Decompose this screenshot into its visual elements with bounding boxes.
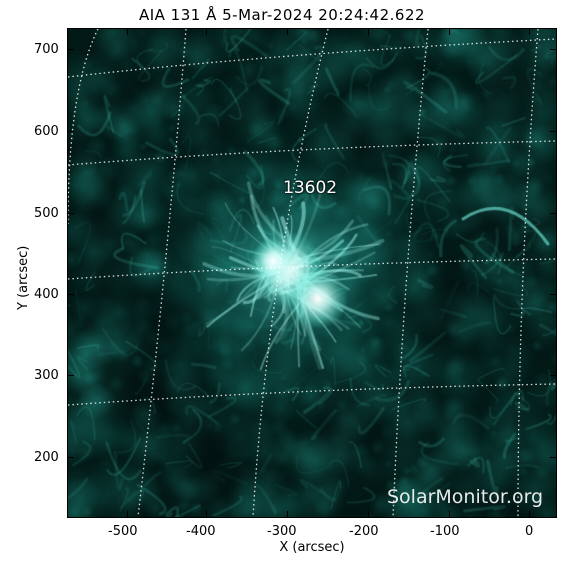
grid-longitude-line <box>137 29 187 517</box>
y-tick-mark <box>550 457 557 458</box>
grid-longitude-line <box>392 29 429 517</box>
y-tick-mark <box>550 131 557 132</box>
active-region-label: 13602 <box>283 178 338 198</box>
grid-longitude-line <box>517 29 539 517</box>
y-tick-mark <box>550 294 557 295</box>
x-tick-mark <box>127 28 128 35</box>
x-tick-mark <box>287 511 288 518</box>
y-tick-label: 500 <box>34 206 59 221</box>
x-tick-mark <box>529 511 530 518</box>
grid-longitude-line <box>68 29 99 225</box>
y-tick-mark <box>550 49 557 50</box>
y-tick-label: 200 <box>34 450 59 465</box>
x-tick-mark <box>449 511 450 518</box>
x-tick-label: -200 <box>349 524 379 539</box>
y-tick-mark <box>67 294 74 295</box>
plot-title: AIA 131 Å 5-Mar-2024 20:24:42.622 <box>138 6 426 24</box>
y-tick-label: 300 <box>34 368 59 383</box>
x-tick-label: -100 <box>430 524 460 539</box>
x-tick-mark <box>206 28 207 35</box>
solar-euv-image <box>68 29 556 517</box>
x-tick-mark <box>127 511 128 518</box>
y-tick-mark <box>67 49 74 50</box>
y-tick-label: 400 <box>34 287 59 302</box>
y-tick-mark <box>550 375 557 376</box>
x-tick-mark <box>449 28 450 35</box>
y-axis-label: Y (arcsec) <box>16 245 31 310</box>
y-tick-label: 600 <box>34 124 59 139</box>
y-tick-mark <box>550 213 557 214</box>
y-tick-mark <box>67 213 74 214</box>
grid-latitude-line <box>68 140 556 166</box>
x-tick-label: -400 <box>186 524 216 539</box>
grid-latitude-line <box>68 383 556 406</box>
heliographic-grid <box>68 29 556 517</box>
x-tick-mark <box>287 28 288 35</box>
y-tick-mark <box>67 375 74 376</box>
solar-image-frame <box>67 28 557 518</box>
x-tick-mark <box>206 511 207 518</box>
x-tick-mark <box>368 28 369 35</box>
x-tick-label: -300 <box>267 524 297 539</box>
grid-latitude-line <box>68 38 556 78</box>
x-tick-label: -500 <box>108 524 138 539</box>
y-tick-label: 700 <box>34 42 59 57</box>
x-tick-mark <box>368 511 369 518</box>
y-tick-mark <box>67 131 74 132</box>
x-tick-mark <box>529 28 530 35</box>
x-axis-label: X (arcsec) <box>279 540 345 555</box>
grid-longitude-line <box>252 29 329 517</box>
grid-latitude-line <box>68 258 556 280</box>
x-tick-label: 0 <box>525 524 534 539</box>
y-tick-mark <box>67 457 74 458</box>
watermark: SolarMonitor.org <box>387 486 544 508</box>
